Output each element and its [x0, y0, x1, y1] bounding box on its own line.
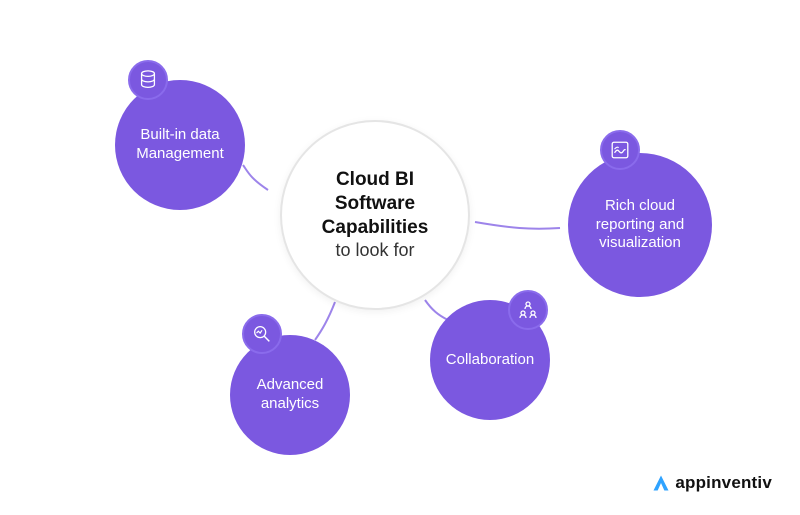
satellite-label: Advanced analytics [247, 376, 334, 414]
magnify-chart-icon [242, 314, 282, 354]
satellite-data-management: Built-in data Management [115, 80, 245, 210]
brand-logo: appinventiv [651, 473, 772, 493]
satellite-label: Rich cloud reporting and visualization [586, 197, 694, 253]
brand-text: appinventiv [675, 473, 772, 493]
connector-data-management [243, 165, 268, 190]
satellite-rich-reporting: Rich cloud reporting and visualization [568, 153, 712, 297]
connector-collaboration [425, 300, 448, 320]
center-node: Cloud BI Software Capabilities to look f… [280, 120, 470, 310]
chart-square-icon [600, 130, 640, 170]
diagram-canvas: Cloud BI Software Capabilities to look f… [0, 0, 800, 515]
center-title-line2: Software [335, 192, 415, 216]
connector-rich-reporting [475, 222, 560, 229]
center-subtitle: to look for [335, 239, 414, 262]
satellite-advanced-analytics: Advanced analytics [230, 335, 350, 455]
satellite-label: Built-in data Management [126, 126, 234, 164]
satellite-label: Collaboration [436, 351, 544, 370]
database-icon [128, 60, 168, 100]
connector-advanced-analytics [315, 302, 335, 340]
brand-mark-icon [651, 473, 671, 493]
people-icon [508, 290, 548, 330]
center-title-line1: Cloud BI [336, 168, 414, 192]
center-title-line3: Capabilities [322, 216, 429, 240]
